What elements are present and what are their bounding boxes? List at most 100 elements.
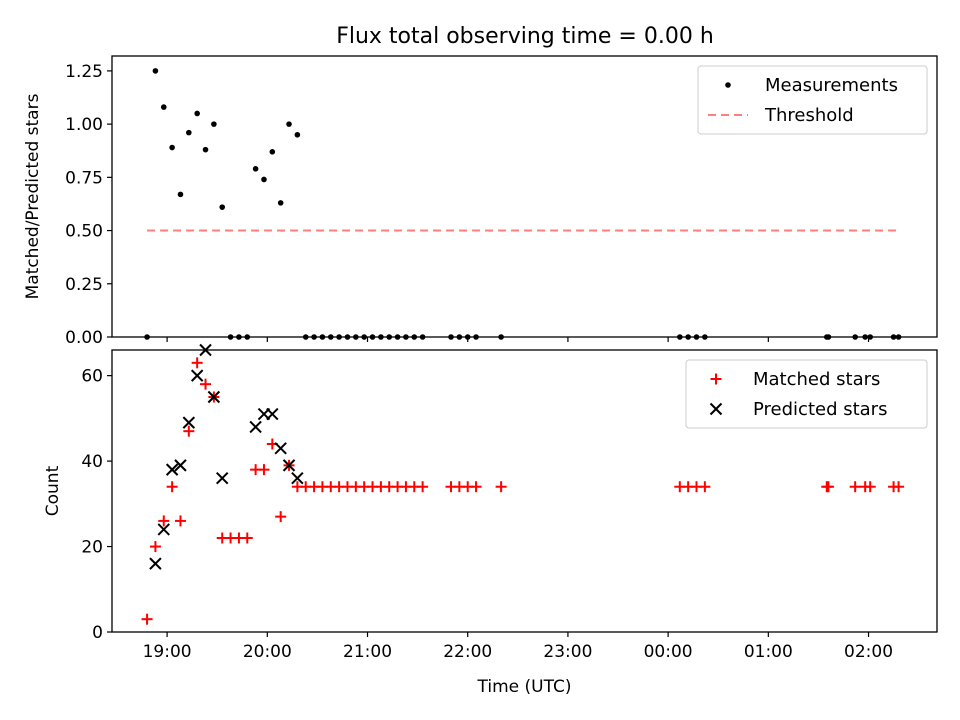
measurements-point: [211, 121, 217, 127]
top-ytick-label: 0.75: [65, 168, 103, 188]
matched-stars-point: [241, 532, 253, 544]
measurements-point: [386, 334, 393, 340]
top-axes-frame: [111, 55, 938, 338]
legend-matched-stars-swatch: [710, 373, 722, 385]
matched-stars-point: [158, 515, 170, 527]
measurements-point: [685, 334, 691, 340]
predicted-stars-point: [182, 416, 196, 429]
predicted-stars-point: [199, 343, 212, 357]
legend-predicted-stars-swatch: [709, 402, 723, 416]
legend-measurements-swatch: [725, 82, 731, 88]
measurements-point: [890, 334, 897, 340]
bottom-xtick-label: 02:00: [844, 642, 893, 662]
matched-stars-point: [183, 425, 195, 437]
measurements-point: [144, 334, 150, 340]
matched-stars-point: [166, 481, 178, 493]
measurements-point: [825, 334, 832, 340]
legend-label: Matched stars: [753, 369, 880, 390]
predicted-stars-point: [165, 463, 179, 476]
matched-stars-point: [864, 481, 876, 493]
panel-measurements: 0.00 0.25 0.50 0.75 1.00 1.25 Matched/Predicte…: [23, 55, 938, 348]
predicted-stars-point: [249, 420, 262, 434]
measurements-point: [353, 334, 359, 340]
measurements-point: [394, 334, 401, 340]
predicted-stars-point: [190, 369, 204, 382]
measurements-point: [369, 334, 376, 340]
top-ytick-label: 1.25: [65, 62, 103, 82]
bottom-axes-frame: [111, 349, 938, 633]
measurements-point: [227, 334, 234, 340]
matched-stars-point: [275, 511, 287, 523]
measurements-point: [244, 334, 251, 340]
measurements-point: [319, 334, 326, 340]
bottom-xtick-label: 01:00: [744, 642, 793, 662]
predicted-stars-point: [274, 442, 287, 455]
bottom-xtick-label: 22:00: [443, 642, 492, 662]
measurements-point: [186, 129, 192, 136]
predicted-stars-point: [207, 390, 221, 404]
top-ytick-label: 0.00: [65, 328, 103, 348]
measurements-point: [177, 191, 184, 198]
measurements-point: [702, 334, 708, 340]
bottom-legend: Matched stars Predicted stars: [685, 359, 928, 429]
top-legend: Measurements Threshold: [697, 65, 928, 135]
legend-label: Threshold: [764, 105, 854, 126]
measurements-point: [294, 131, 301, 138]
measurements-point: [862, 334, 868, 340]
measurements-point: [403, 334, 409, 340]
matched-stars-point: [849, 481, 861, 493]
matched-stars-point: [470, 481, 482, 493]
measurements-point: [411, 334, 418, 340]
measurements-point: [152, 68, 159, 74]
measurements-point: [327, 334, 334, 340]
legend-label: Predicted stars: [753, 399, 887, 420]
top-ylabel: Matched/Predicted stars: [23, 93, 43, 299]
matched-stars-point: [200, 378, 212, 390]
matched-stars-point: [495, 481, 507, 493]
matched-stars-point: [141, 613, 153, 625]
measurements-point: [219, 204, 226, 210]
measurements-point: [448, 334, 454, 340]
measurements-point: [336, 334, 342, 340]
matched-stars-point: [149, 541, 161, 553]
bottom-xtick-label: 20:00: [243, 642, 292, 662]
top-ytick-label: 0.50: [65, 222, 103, 242]
measurements-point: [169, 144, 175, 151]
measurements-point: [286, 121, 292, 127]
bottom-ylabel: Count: [43, 465, 63, 516]
predicted-stars-point: [174, 459, 187, 472]
measurements-point: [473, 334, 479, 340]
top-ytick-label: 1.00: [65, 115, 103, 135]
measurements-point: [344, 334, 351, 340]
measurements-point: [194, 110, 200, 117]
bottom-ytick-label: 60: [81, 367, 103, 387]
measurements-point: [378, 334, 384, 340]
matched-stars-point: [174, 515, 186, 527]
matched-stars-point: [699, 481, 711, 493]
measurements-point: [252, 166, 259, 172]
measurements-point: [852, 334, 858, 340]
figure-title: Flux total observing time = 0.00 h: [336, 24, 714, 49]
measurements-point: [236, 334, 242, 340]
measurements-point: [456, 334, 463, 340]
bottom-xtick-label: 00:00: [644, 642, 693, 662]
measurements-point: [895, 334, 902, 340]
bottom-ytick-label: 40: [81, 452, 103, 472]
measurements-point: [261, 176, 267, 183]
measurements-point: [419, 334, 426, 340]
measurements-point: [277, 200, 284, 206]
matched-stars-point: [822, 481, 834, 493]
measurements-point: [311, 334, 317, 340]
matched-stars-point: [191, 357, 203, 369]
predicted-stars-point: [216, 471, 229, 485]
predicted-stars-point: [157, 523, 170, 536]
bottom-xtick-label: 21:00: [343, 642, 392, 662]
measurements-point: [464, 334, 471, 340]
legend-label: Measurements: [765, 75, 898, 96]
panel-counts: 0 20 40 60 19:00 20:00 21:00 22:00 23:00 00:00 01:…: [43, 343, 938, 697]
measurements-point: [498, 334, 504, 340]
bottom-ytick-label: 20: [81, 538, 103, 558]
measurements-point: [160, 104, 167, 110]
measurements-point: [677, 334, 683, 340]
measurements-point: [202, 146, 209, 153]
